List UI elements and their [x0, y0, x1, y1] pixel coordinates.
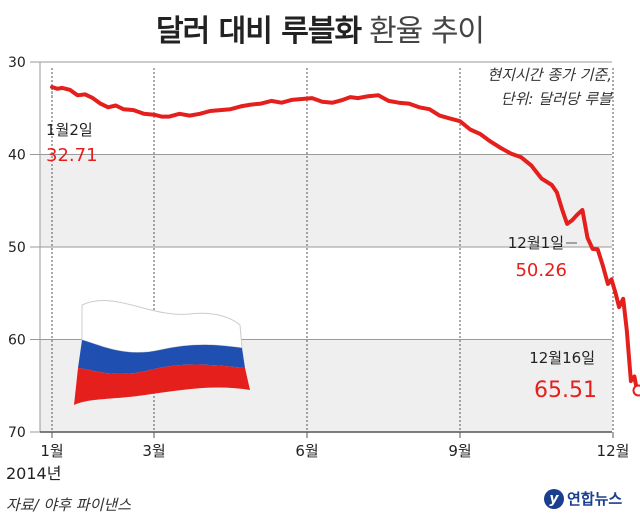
unit-note-line-1: 현지시간 종가 기준,	[487, 66, 612, 84]
annotation-dec16-value: 65.51	[534, 378, 597, 403]
annotation-start-value: 32.71	[46, 145, 98, 166]
source-credit: 자료/ 야후 파이낸스	[6, 496, 131, 514]
flag-blue-stripe	[78, 340, 245, 374]
grid-band	[40, 154, 612, 247]
annotation-dec1-value: 50.26	[515, 260, 567, 281]
annotation-dec16-marker	[632, 384, 640, 397]
x-tick-1월: 1월	[40, 442, 63, 460]
flag-red-stripe	[74, 364, 250, 405]
yonhap-logo-icon: y	[544, 488, 564, 509]
yonhap-logo-text: 연합뉴스	[567, 490, 623, 508]
unit-note-line-2: 단위: 달러당 루블	[501, 90, 613, 108]
x-tick-6월: 6월	[295, 442, 318, 460]
chart-title-sub: 환율 추이	[369, 14, 485, 49]
chart-title-main: 달러 대비 루블화	[155, 14, 362, 49]
x-tick-12월: 12월	[597, 442, 630, 460]
y-tick-70: 70	[8, 425, 26, 441]
annotation-start-date: 1월2일	[46, 121, 93, 139]
y-tick-50: 50	[8, 240, 26, 256]
chart-title: 달러 대비 루블화 환율 추이	[0, 6, 640, 50]
annotation-dec16-date: 12월16일	[529, 349, 595, 367]
flag-white-stripe	[81, 300, 243, 354]
year-label: 2014년	[6, 464, 61, 483]
y-tick-60: 60	[8, 333, 26, 349]
yonhap-logo: y 연합뉴스	[544, 488, 622, 509]
y-tick-40: 40	[8, 148, 26, 164]
annotation-dec1-date: 12월1일	[508, 234, 564, 252]
series-line-usd-rub	[50, 85, 640, 394]
y-tick-30: 30	[8, 55, 26, 71]
x-tick-3월: 3월	[142, 442, 165, 460]
x-tick-9월: 9월	[448, 442, 471, 460]
